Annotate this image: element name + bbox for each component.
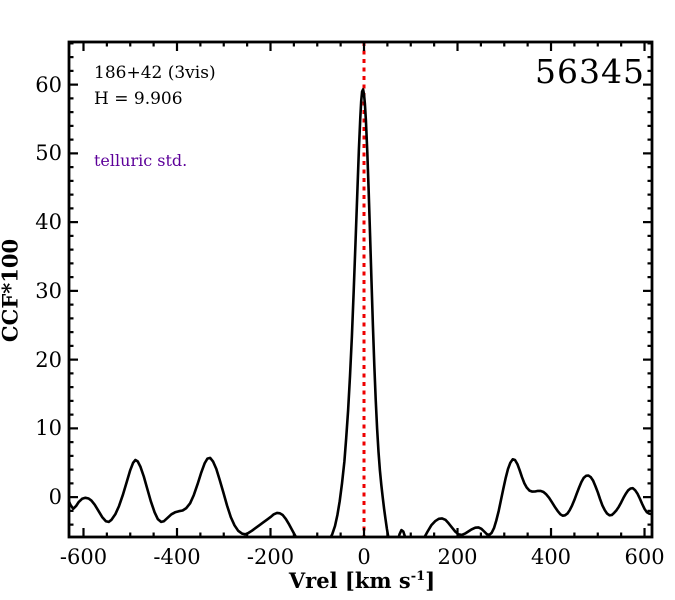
x-tick-label: -400 [153, 545, 201, 569]
y-tick-label: 60 [35, 72, 62, 97]
target-id-label: 186+42 (3vis) [94, 63, 216, 83]
y-tick-label: 10 [35, 416, 62, 441]
x-tick-label: 400 [530, 545, 572, 569]
x-axis-title-sup: -1 [410, 569, 426, 584]
y-tick-label: 30 [35, 278, 62, 303]
y-tick-label: 0 [48, 485, 62, 510]
x-tick-label: 0 [357, 545, 371, 569]
x-tick-label: 200 [437, 545, 478, 569]
ccf-curve [69, 88, 652, 537]
y-tick-label: 40 [35, 210, 62, 235]
x-tick-label: -600 [59, 545, 108, 569]
h-magnitude-label: H = 9.906 [94, 89, 183, 109]
x-tick-label: -200 [246, 545, 295, 569]
x-tick-label: 600 [624, 545, 665, 569]
y-tick-label: 50 [35, 141, 62, 166]
telluric-std-note: telluric std. [94, 151, 188, 170]
x-axis-title-main: Vrel [km s [288, 568, 411, 593]
plot-frame [67, 40, 654, 539]
x-axis-title-end: ] [425, 568, 436, 593]
x-axis-title: Vrel [km s-1] [289, 568, 435, 593]
epoch-label: 56345 [535, 52, 645, 91]
y-tick-label: 20 [35, 347, 62, 372]
